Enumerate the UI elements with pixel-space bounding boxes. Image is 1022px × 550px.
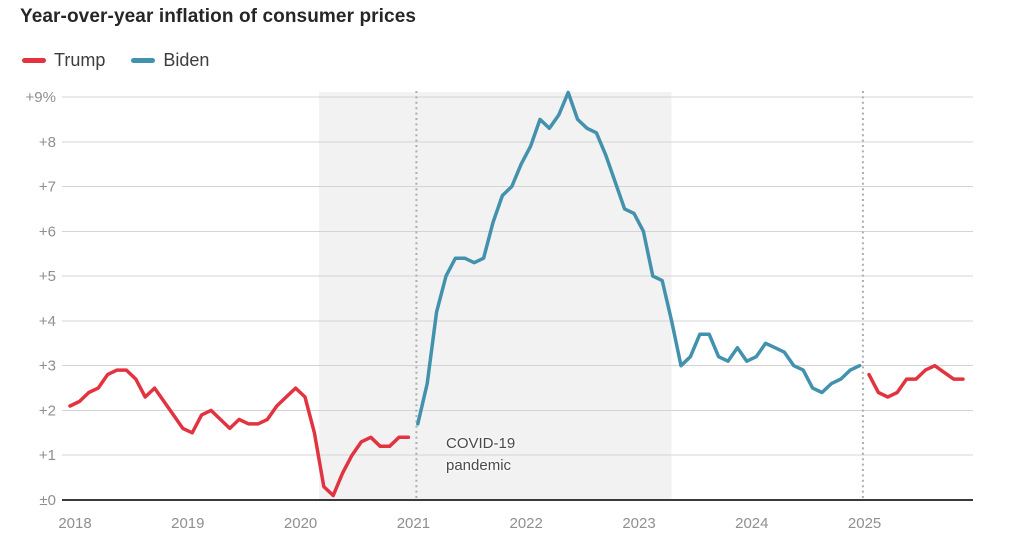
legend-item-biden: Biden	[131, 50, 209, 71]
y-axis-tick-label: +6	[39, 223, 56, 240]
x-axis-tick-label: 2020	[284, 515, 317, 532]
trump-line-series	[68, 368, 411, 498]
x-axis-tick-label: 2019	[171, 515, 204, 532]
x-axis-tick-label: 2025	[848, 515, 881, 532]
covid-annotation: COVID-19 pandemic	[446, 433, 515, 477]
covid-annotation-line1: COVID-19	[446, 435, 516, 452]
covid-annotation-line2: pandemic	[446, 457, 512, 474]
chart-legend: Trump Biden	[22, 50, 209, 71]
y-axis-tick-label: +9%	[26, 89, 56, 106]
y-axis-tick-label: ±0	[39, 492, 56, 509]
legend-item-trump: Trump	[22, 50, 105, 71]
x-axis-tick-label: 2021	[397, 515, 430, 532]
legend-label-trump: Trump	[54, 50, 106, 70]
y-axis-tick-label: +1	[39, 447, 56, 464]
y-axis-tick-label: +3	[39, 358, 56, 375]
covid-band-region	[319, 92, 672, 500]
y-axis-tick-label: +2	[39, 402, 56, 419]
legend-label-biden: Biden	[163, 50, 210, 70]
biden-line-swatch-icon	[131, 58, 156, 63]
chart-title: Year-over-year inflation of consumer pri…	[20, 6, 417, 27]
trump-line-series	[867, 363, 965, 399]
y-axis-tick-label: +7	[39, 179, 56, 196]
x-axis-tick-label: 2022	[510, 515, 543, 532]
biden-line-series	[416, 90, 862, 426]
x-axis-tick-label: 2018	[58, 515, 91, 532]
x-axis-tick-label: 2024	[735, 515, 768, 532]
y-axis-tick-label: +4	[39, 313, 56, 330]
y-axis-tick-label: +8	[39, 134, 56, 151]
y-axis-tick-label: +5	[39, 268, 56, 285]
x-axis-tick-label: 2023	[622, 515, 655, 532]
trump-line-swatch-icon	[22, 58, 46, 63]
